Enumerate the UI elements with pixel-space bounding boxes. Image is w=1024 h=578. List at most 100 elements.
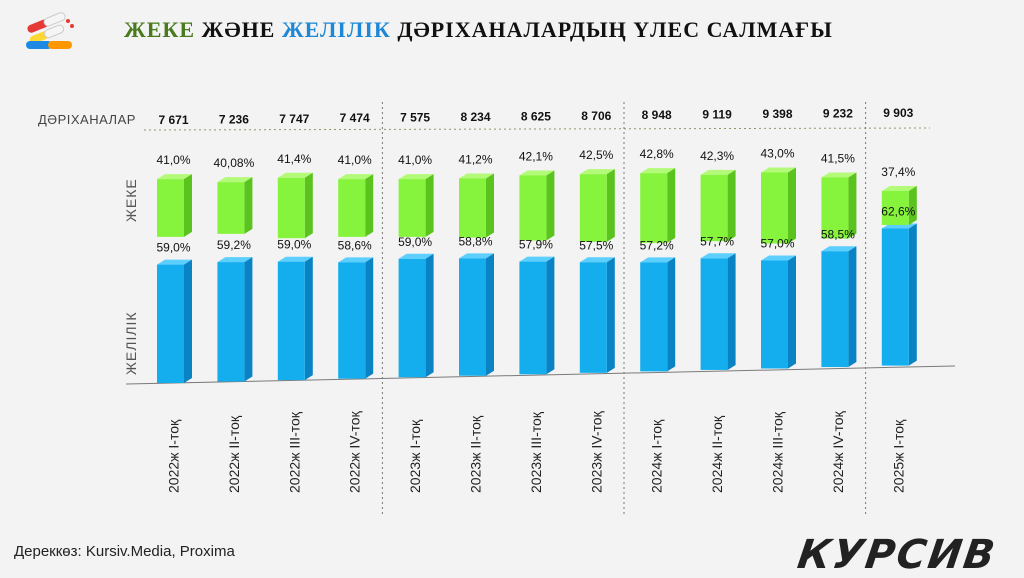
private-bar-2-face xyxy=(277,177,305,239)
private-bar-12-side xyxy=(908,186,917,225)
private-bar-10-face xyxy=(761,172,788,244)
chain-bar-9-top xyxy=(700,253,736,259)
chain-bar-2-face xyxy=(277,261,305,381)
private-bar-10-side xyxy=(788,167,796,244)
chain-bar-2-top xyxy=(277,256,313,262)
chain-bar-10-top xyxy=(761,255,796,261)
row-label-chain: ЖЕЛІЛІК xyxy=(123,311,139,375)
chain-bar-12-side xyxy=(908,223,917,366)
chain-bar-9-face xyxy=(700,258,728,370)
chain-bar-2-side xyxy=(304,256,313,381)
private-bar-1 xyxy=(217,177,253,234)
chain-bar-12-face xyxy=(881,228,909,366)
private-bar-4-face xyxy=(398,179,426,237)
chain-bar-3 xyxy=(338,257,374,379)
private-bar-12-face xyxy=(881,191,909,225)
private-bar-0-face xyxy=(157,179,184,237)
private-bar-5-top xyxy=(459,173,494,179)
chain-share-label: 57,7% xyxy=(700,234,734,248)
private-bar-7-face xyxy=(579,174,607,242)
private-bar-4-side xyxy=(425,174,434,237)
private-bar-0-side xyxy=(184,174,192,237)
pharmacy-count-label: 7 575 xyxy=(400,111,430,125)
chain-bar-0-side xyxy=(184,259,192,383)
private-bar-7 xyxy=(579,169,615,242)
private-share-label: 42,1% xyxy=(519,149,553,163)
chain-bar-8-top xyxy=(640,257,676,263)
private-bar-10-top xyxy=(761,167,796,173)
chain-bar-1-top xyxy=(217,257,253,263)
pharmacy-count-label: 9 398 xyxy=(762,107,792,121)
chain-bar-5-face xyxy=(459,258,486,376)
x-tick-label: 2022ж II-тоқ xyxy=(226,415,242,493)
private-share-label: 43,0% xyxy=(760,147,794,161)
private-share-label: 42,5% xyxy=(579,148,613,162)
chain-share-label: 59,2% xyxy=(217,238,251,252)
chain-share-label: 57,2% xyxy=(640,238,674,252)
private-bar-8-face xyxy=(640,173,668,243)
private-bar-11-face xyxy=(821,177,849,239)
private-bar-5-side xyxy=(486,173,494,238)
chain-bar-3-top xyxy=(338,257,374,263)
row-label-private: ЖЕКЕ xyxy=(123,178,139,222)
chain-bar-6-face xyxy=(519,261,547,375)
private-bar-12-top xyxy=(881,186,917,191)
chain-share-label: 58,5% xyxy=(821,227,855,241)
private-bar-3 xyxy=(338,174,374,237)
pharmacy-count-label: 8 706 xyxy=(581,109,611,123)
chain-bar-4-face xyxy=(398,258,426,378)
private-bar-12 xyxy=(881,186,917,225)
chain-bar-4-top xyxy=(398,253,434,259)
private-share-label: 41,5% xyxy=(821,151,855,165)
chain-bar-8-side xyxy=(667,257,676,372)
private-bar-9 xyxy=(700,169,736,242)
chain-share-label: 59,0% xyxy=(398,235,432,249)
private-bar-3-side xyxy=(365,174,374,237)
source-note: Дереккөз: Kursiv.Media, Proxima xyxy=(14,543,235,560)
chain-bar-6 xyxy=(519,256,555,375)
chain-share-label: 59,0% xyxy=(277,238,311,252)
private-bar-1-face xyxy=(217,182,245,234)
private-bar-4 xyxy=(398,174,434,237)
chain-bar-10-side xyxy=(788,255,796,369)
x-tick-label: 2022ж IV-тоқ xyxy=(347,410,363,493)
pills-icon xyxy=(26,12,74,49)
baseline xyxy=(125,365,956,385)
title-rest: ДӘРІХАНАЛАРДЫҢ ҮЛЕС САЛМАҒЫ xyxy=(390,17,833,42)
x-tick-label: 2023ж III-тоқ xyxy=(528,411,544,493)
private-share-label: 41,0% xyxy=(338,153,372,167)
private-bar-2 xyxy=(277,172,313,239)
chain-bar-4-side xyxy=(425,253,434,378)
private-bar-2-top xyxy=(277,172,313,178)
private-bar-9-face xyxy=(700,174,728,242)
private-bar-1-side xyxy=(244,177,253,234)
chain-bar-8-face xyxy=(640,262,668,372)
chain-bar-1-face xyxy=(217,262,245,382)
chain-bar-11-top xyxy=(821,246,857,252)
title-chain: ЖЕЛІЛІК xyxy=(281,17,391,42)
private-bar-6-face xyxy=(519,175,547,241)
private-bar-2-side xyxy=(304,172,313,239)
private-share-label: 41,2% xyxy=(458,152,492,166)
chain-share-label: 57,9% xyxy=(519,238,553,252)
private-bar-8 xyxy=(640,168,676,243)
x-tick-label: 2025ж I-тоқ xyxy=(890,419,906,493)
chain-bar-5-side xyxy=(486,253,494,376)
x-tick-label: 2023ж IV-тоқ xyxy=(588,410,604,493)
chain-share-label: 59,0% xyxy=(156,241,190,255)
chain-bar-4 xyxy=(398,253,434,378)
private-bar-7-top xyxy=(579,169,615,175)
chain-bar-10-face xyxy=(761,260,788,369)
chain-share-label: 57,0% xyxy=(760,237,794,251)
chain-bar-7 xyxy=(579,257,615,373)
private-share-label: 37,4% xyxy=(881,165,915,179)
chain-bar-5-top xyxy=(459,253,494,259)
pharmacy-count-label: 7 236 xyxy=(219,112,249,126)
chain-bar-1 xyxy=(217,257,253,382)
chain-share-label: 62,6% xyxy=(881,204,915,218)
chain-bar-7-face xyxy=(579,262,607,373)
chain-bar-10 xyxy=(761,255,796,369)
chain-bar-0-top xyxy=(157,259,192,265)
chain-bar-7-side xyxy=(606,257,615,373)
chain-bar-0 xyxy=(157,259,192,383)
